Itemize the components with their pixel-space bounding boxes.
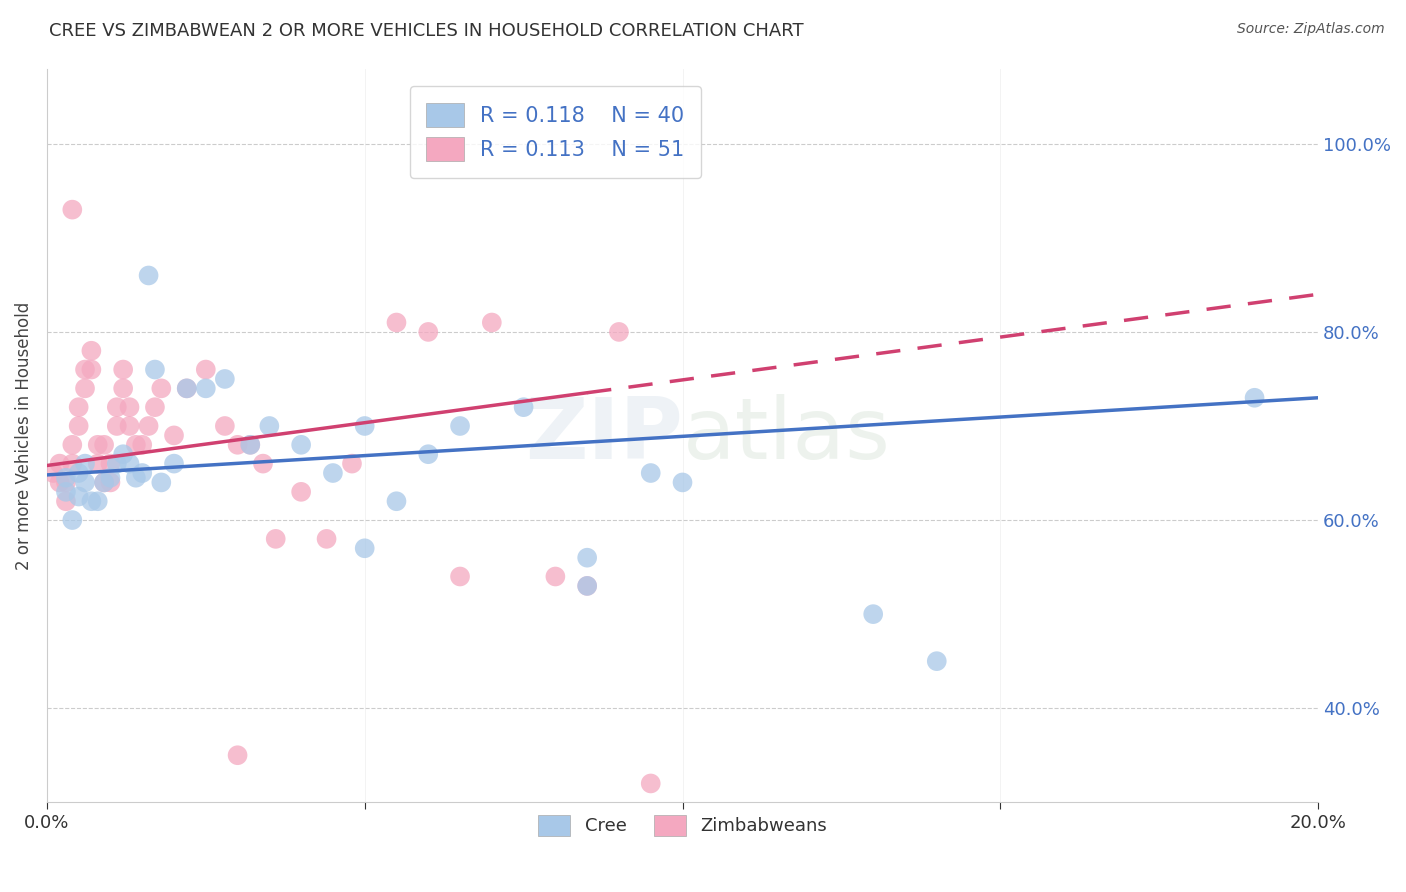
Cree bbox=[73, 475, 96, 490]
Text: atlas: atlas bbox=[682, 394, 890, 477]
Zimbabweans bbox=[93, 438, 115, 452]
Zimbabweans bbox=[105, 400, 128, 414]
Cree bbox=[322, 466, 344, 480]
Cree bbox=[1243, 391, 1265, 405]
Cree bbox=[131, 466, 153, 480]
Cree bbox=[418, 447, 440, 461]
Zimbabweans bbox=[73, 381, 96, 395]
Zimbabweans bbox=[544, 569, 567, 583]
Zimbabweans bbox=[60, 438, 83, 452]
Zimbabweans bbox=[176, 381, 198, 395]
Cree bbox=[925, 654, 948, 668]
Zimbabweans bbox=[143, 400, 166, 414]
Cree bbox=[194, 381, 217, 395]
Zimbabweans bbox=[60, 457, 83, 471]
Zimbabweans bbox=[112, 381, 135, 395]
Zimbabweans bbox=[290, 484, 312, 499]
Text: CREE VS ZIMBABWEAN 2 OR MORE VEHICLES IN HOUSEHOLD CORRELATION CHART: CREE VS ZIMBABWEAN 2 OR MORE VEHICLES IN… bbox=[49, 22, 804, 40]
Zimbabweans bbox=[80, 343, 103, 358]
Cree bbox=[87, 494, 110, 508]
Zimbabweans bbox=[264, 532, 287, 546]
Cree bbox=[163, 457, 186, 471]
Cree bbox=[640, 466, 662, 480]
Zimbabweans bbox=[385, 316, 408, 330]
Cree bbox=[55, 484, 77, 499]
Cree bbox=[105, 457, 128, 471]
Zimbabweans bbox=[55, 494, 77, 508]
Cree bbox=[118, 457, 141, 471]
Zimbabweans bbox=[226, 438, 249, 452]
Zimbabweans bbox=[42, 466, 65, 480]
Zimbabweans bbox=[418, 325, 440, 339]
Zimbabweans bbox=[67, 419, 90, 434]
Zimbabweans bbox=[214, 419, 236, 434]
Zimbabweans bbox=[226, 748, 249, 763]
Y-axis label: 2 or more Vehicles in Household: 2 or more Vehicles in Household bbox=[15, 301, 32, 569]
Zimbabweans bbox=[125, 438, 148, 452]
Zimbabweans bbox=[194, 362, 217, 376]
Zimbabweans bbox=[67, 400, 90, 414]
Cree bbox=[67, 466, 90, 480]
Cree bbox=[100, 471, 122, 485]
Cree bbox=[80, 494, 103, 508]
Zimbabweans bbox=[640, 776, 662, 790]
Zimbabweans bbox=[87, 457, 110, 471]
Zimbabweans bbox=[131, 438, 153, 452]
Zimbabweans bbox=[112, 362, 135, 376]
Cree bbox=[67, 490, 90, 504]
Cree bbox=[138, 268, 160, 283]
Cree bbox=[239, 438, 262, 452]
Zimbabweans bbox=[48, 457, 70, 471]
Cree bbox=[150, 475, 173, 490]
Cree bbox=[862, 607, 884, 621]
Zimbabweans bbox=[163, 428, 186, 442]
Cree bbox=[576, 550, 599, 565]
Cree bbox=[125, 471, 148, 485]
Zimbabweans bbox=[449, 569, 471, 583]
Zimbabweans bbox=[55, 475, 77, 490]
Zimbabweans bbox=[315, 532, 337, 546]
Zimbabweans bbox=[252, 457, 274, 471]
Zimbabweans bbox=[73, 362, 96, 376]
Zimbabweans bbox=[138, 419, 160, 434]
Zimbabweans bbox=[60, 202, 83, 217]
Zimbabweans bbox=[100, 457, 122, 471]
Zimbabweans bbox=[87, 438, 110, 452]
Cree bbox=[176, 381, 198, 395]
Cree bbox=[60, 513, 83, 527]
Cree bbox=[55, 471, 77, 485]
Cree bbox=[353, 541, 375, 556]
Legend: Cree, Zimbabweans: Cree, Zimbabweans bbox=[529, 805, 837, 845]
Cree bbox=[671, 475, 693, 490]
Zimbabweans bbox=[340, 457, 363, 471]
Zimbabweans bbox=[105, 419, 128, 434]
Cree bbox=[93, 475, 115, 490]
Cree bbox=[290, 438, 312, 452]
Cree bbox=[259, 419, 281, 434]
Zimbabweans bbox=[80, 362, 103, 376]
Zimbabweans bbox=[118, 400, 141, 414]
Text: Source: ZipAtlas.com: Source: ZipAtlas.com bbox=[1237, 22, 1385, 37]
Zimbabweans bbox=[48, 475, 70, 490]
Cree bbox=[576, 579, 599, 593]
Cree bbox=[112, 447, 135, 461]
Zimbabweans bbox=[93, 475, 115, 490]
Cree bbox=[214, 372, 236, 386]
Cree bbox=[449, 419, 471, 434]
Zimbabweans bbox=[481, 316, 503, 330]
Zimbabweans bbox=[150, 381, 173, 395]
Cree bbox=[385, 494, 408, 508]
Cree bbox=[73, 457, 96, 471]
Zimbabweans bbox=[239, 438, 262, 452]
Cree bbox=[512, 400, 534, 414]
Text: ZIP: ZIP bbox=[524, 394, 682, 477]
Zimbabweans bbox=[576, 579, 599, 593]
Zimbabweans bbox=[607, 325, 630, 339]
Cree bbox=[353, 419, 375, 434]
Cree bbox=[143, 362, 166, 376]
Zimbabweans bbox=[118, 419, 141, 434]
Zimbabweans bbox=[100, 475, 122, 490]
